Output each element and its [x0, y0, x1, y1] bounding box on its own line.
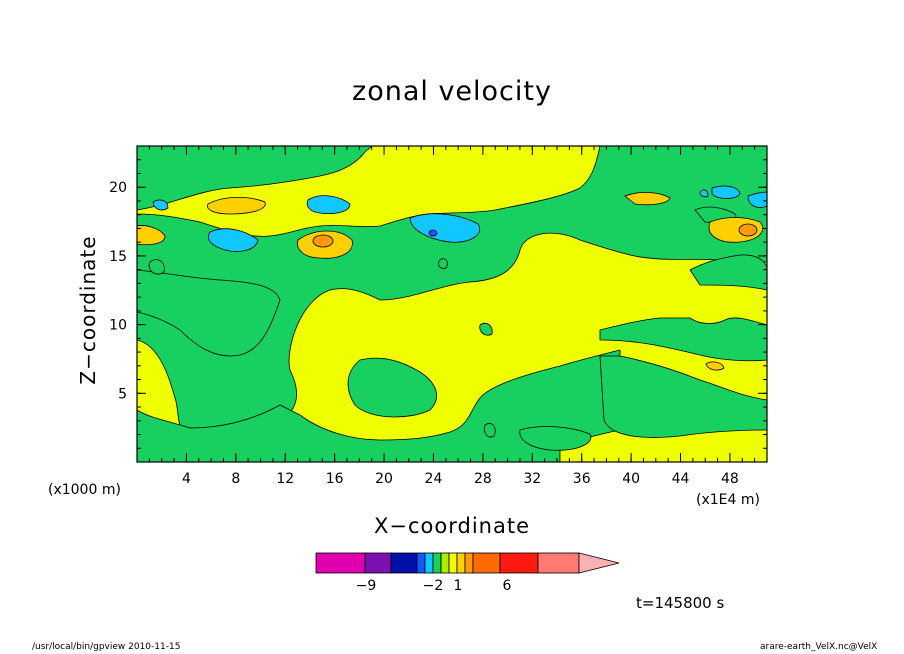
x-tick-label: 40 [622, 471, 640, 487]
x-tick-label: 4 [182, 471, 191, 487]
colorbar-extend-arrow [578, 552, 620, 574]
y-tick-label: 20 [109, 180, 127, 196]
colorbar-tick-label: 1 [454, 578, 463, 594]
region-strong-negative [152, 185, 767, 252]
colorbar-swatch [315, 552, 366, 574]
colorbar: −9 −2 1 6 [315, 552, 620, 594]
colorbar-swatch [499, 552, 539, 574]
region-max-positive-2 [738, 223, 758, 237]
colorbar-tick-label: −2 [423, 578, 444, 594]
x-axis-label: X−coordinate [374, 514, 530, 538]
x-tick-label: 24 [425, 471, 443, 487]
colorbar-swatch [416, 552, 426, 574]
x-axis-unit: (x1E4 m) [696, 492, 760, 508]
colorbar-swatch [456, 552, 466, 574]
colorbar-swatch [390, 552, 418, 574]
colorbar-swatch [464, 552, 474, 574]
x-tick-label: 16 [326, 471, 344, 487]
colorbar-swatch [537, 552, 580, 574]
region-max-positive [312, 234, 334, 248]
time-label: t=145800 s [636, 594, 725, 612]
region-negative [137, 146, 767, 462]
x-tick-label: 36 [573, 471, 591, 487]
colorbar-tick-label: 6 [503, 578, 512, 594]
x-tick-label: 8 [231, 471, 240, 487]
colorbar-swatch [432, 552, 442, 574]
x-tick-label: 48 [721, 471, 739, 487]
x-tick-label: 20 [375, 471, 393, 487]
y-tick-label: 5 [118, 386, 127, 402]
plot-frame [136, 145, 768, 463]
colorbar-swatch [472, 552, 501, 574]
y-tick-label: 10 [109, 318, 127, 334]
chart-title: zonal velocity [352, 76, 552, 107]
region-min-negative [428, 229, 438, 237]
colorbar-swatch [424, 552, 434, 574]
footer-right: arare-earth_VelX.nc@VelX [760, 642, 878, 652]
colorbar-swatch [448, 552, 458, 574]
colorbar-swatch [440, 552, 450, 574]
x-tick-label: 12 [276, 471, 294, 487]
y-axis-unit: (x1000 m) [48, 482, 121, 498]
footer-left: /usr/local/bin/gpview 2010-11-15 [32, 642, 181, 652]
y-tick-label: 15 [109, 249, 127, 265]
colorbar-swatch [364, 552, 392, 574]
x-tick-label: 28 [474, 471, 492, 487]
x-tick-label: 44 [672, 471, 690, 487]
colorbar-tick-label: −9 [356, 578, 377, 594]
contour-field [137, 146, 767, 462]
x-tick-label: 32 [523, 471, 541, 487]
